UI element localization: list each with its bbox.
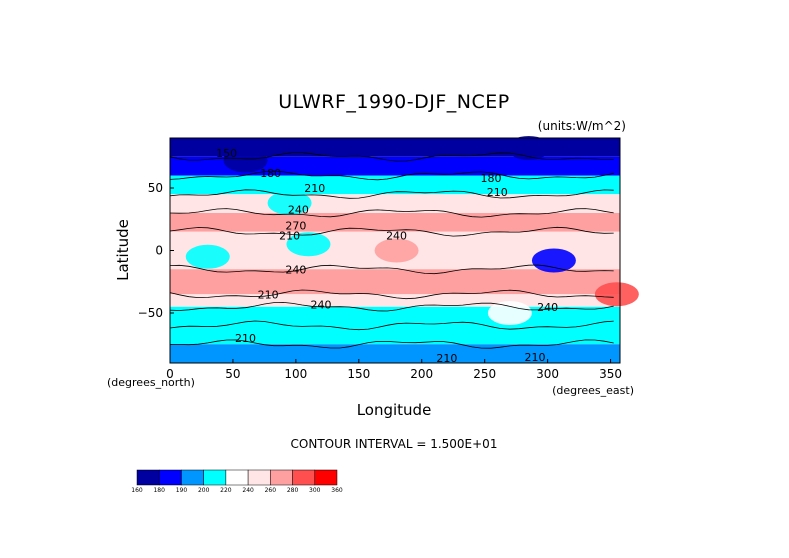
- x-tick-label: 150: [347, 367, 370, 381]
- x-tick-label: 100: [284, 367, 307, 381]
- contour-line-3: [169, 208, 614, 218]
- contour-line-2: [169, 189, 614, 199]
- chart-title: ULWRF_1990-DJF_NCEP: [278, 91, 509, 113]
- colorbar-tick-label: 360: [331, 487, 343, 494]
- feature-7: [487, 301, 532, 325]
- x-unit-note: (degrees_east): [552, 384, 634, 397]
- colorbar-tick-label: 200: [198, 487, 210, 494]
- lat-band-6: [170, 269, 620, 295]
- feature-8: [594, 282, 639, 307]
- colorbar-swatch: [314, 469, 338, 486]
- lat-band-3: [170, 194, 620, 213]
- contour-line-5: [169, 264, 614, 275]
- y-tick-label: −50: [138, 306, 163, 320]
- colorbar-swatch: [225, 469, 249, 486]
- contour-label: 210: [304, 182, 325, 195]
- colorbar-tick-label: 300: [309, 487, 321, 494]
- colorbar-tick-label: 180: [153, 487, 165, 494]
- contour-label: 210: [525, 351, 546, 364]
- colorbar-tick-label: 160: [131, 487, 143, 494]
- colorbar-tick-label: 240: [242, 487, 254, 494]
- plot-area: [170, 136, 639, 363]
- y-unit-note: (degrees_north): [107, 376, 195, 389]
- colorbar-tick-label: 280: [287, 487, 299, 494]
- y-tick-label: 50: [148, 181, 163, 195]
- lat-band-1: [170, 156, 620, 176]
- contour-label: 240: [537, 301, 558, 314]
- feature-2: [286, 232, 331, 257]
- feature-3: [374, 238, 419, 263]
- feature-0: [185, 244, 230, 269]
- contour-label: 240: [386, 230, 407, 243]
- contour-label-layer: 1501802102402702101802102402402102402402…: [216, 147, 558, 365]
- units-note: (units:W/m^2): [538, 119, 626, 133]
- contour-line-4: [169, 226, 614, 237]
- colorbar-swatch: [270, 469, 293, 486]
- contour-label: 240: [288, 203, 309, 216]
- x-axis-label: Longitude: [357, 401, 432, 419]
- x-tick-label: 0: [166, 367, 174, 381]
- contour-line-8: [169, 320, 614, 331]
- contour-label: 210: [436, 352, 457, 365]
- colorbar-swatch: [203, 469, 227, 486]
- contour-label: 210: [279, 230, 300, 243]
- y-tick-label: 0: [155, 244, 163, 258]
- colorbar-tick-label: 220: [220, 487, 232, 494]
- contour-label: 180: [260, 167, 281, 180]
- colorbar-swatch: [181, 469, 204, 486]
- colorbar-swatch: [247, 469, 271, 486]
- lat-band-4: [170, 213, 620, 232]
- contour-line-1: [169, 170, 614, 181]
- contour-label: 180: [480, 172, 501, 185]
- contour-label: 150: [216, 147, 237, 160]
- colorbar-tick-label: 260: [265, 487, 277, 494]
- contour-lines: [169, 152, 614, 349]
- y-axis-label: Latitude: [114, 219, 132, 281]
- x-ticks: 0 50 100 150 200 250 300 350: [166, 359, 622, 381]
- contour-line-6: [169, 289, 614, 300]
- contour-line-7: [169, 301, 614, 312]
- x-tick-label: 350: [599, 367, 622, 381]
- lat-band-10: [170, 344, 620, 363]
- contour-label: 270: [285, 220, 306, 233]
- contour-label: 210: [487, 186, 508, 199]
- colorbar-swatch: [136, 469, 160, 486]
- contour-label: 240: [311, 298, 332, 311]
- x-tick-label: 300: [536, 367, 559, 381]
- contour-label: 210: [258, 288, 279, 301]
- feature-1: [531, 248, 576, 273]
- y-ticks: 50 0 −50: [138, 181, 174, 320]
- x-tick-label: 50: [225, 367, 240, 381]
- colorbar-swatch: [292, 469, 316, 486]
- contour-line-9: [169, 339, 614, 349]
- contour-interval: CONTOUR INTERVAL = 1.500E+01: [291, 437, 498, 451]
- x-tick-label: 250: [473, 367, 496, 381]
- colorbar: 160 180 190 200 220 240 260 280 300 360: [131, 469, 343, 494]
- contour-label: 210: [235, 332, 256, 345]
- lat-band-2: [170, 175, 620, 195]
- x-tick-label: 200: [410, 367, 433, 381]
- lat-band-0: [170, 138, 620, 157]
- lat-band-9: [170, 325, 620, 345]
- feature-5: [223, 148, 268, 173]
- feature-4: [267, 191, 312, 215]
- colorbar-tick-label: 190: [176, 487, 188, 494]
- colorbar-swatch: [158, 469, 182, 486]
- contour-label: 240: [285, 263, 306, 276]
- contour-line-0: [169, 152, 614, 162]
